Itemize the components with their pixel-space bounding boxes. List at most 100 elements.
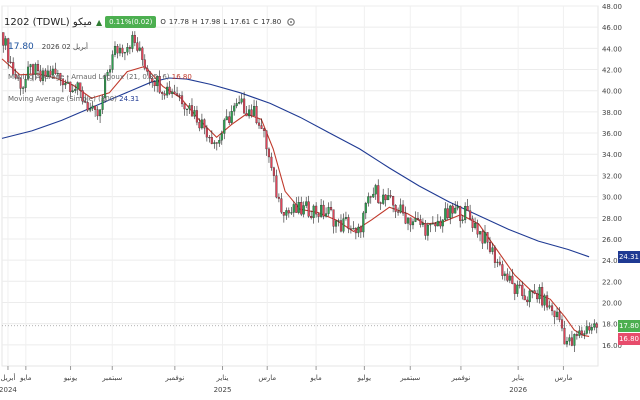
grid <box>1 5 599 367</box>
candle-body <box>111 54 114 70</box>
candle-body <box>568 337 571 342</box>
x-tick-label: يناير <box>511 374 524 382</box>
candle-body <box>551 305 554 312</box>
candle-body <box>431 223 434 225</box>
candle-body <box>262 128 266 131</box>
candle-body <box>310 216 313 218</box>
candle-body <box>126 47 129 53</box>
y-tick-label: 28.00 <box>602 215 622 223</box>
y-tick-label: 46.00 <box>602 24 622 32</box>
indicator-sma-legend[interactable]: Moving Average (Simple) (200) 24.31 <box>8 95 139 103</box>
x-tick-label: أبريل <box>0 373 15 382</box>
candle-body <box>287 210 290 214</box>
candle-body <box>456 206 459 209</box>
y-tick-label: 36.00 <box>602 130 622 138</box>
candle-body <box>536 293 539 300</box>
candle-body <box>200 119 203 129</box>
candle-body <box>332 209 335 227</box>
chart-header: 1202 (TDWL) ميكو ▲ 0.11%(0.02) O 17.78 H… <box>4 14 296 30</box>
candle-body <box>307 201 310 217</box>
candle-body <box>334 220 338 227</box>
candle-body <box>195 110 198 123</box>
candle-body <box>34 64 37 75</box>
x-tick-label: سبتمبر <box>101 374 122 382</box>
candle-body <box>54 68 57 74</box>
candle-body <box>516 284 519 294</box>
candle-body <box>446 208 449 219</box>
candle-body <box>416 218 420 220</box>
candle-body <box>372 193 375 198</box>
x-tick-label: يناير <box>216 374 229 382</box>
candle-body <box>245 113 248 117</box>
candle-body <box>166 86 169 96</box>
candle-body <box>146 68 149 72</box>
candle-body <box>548 305 551 308</box>
candle-body <box>312 205 315 218</box>
candle-body <box>523 295 526 301</box>
candle-body <box>424 223 427 236</box>
candle-body <box>513 283 516 294</box>
candle-body <box>362 212 365 233</box>
candle-body <box>339 220 343 232</box>
candle-body <box>101 97 104 110</box>
candle-body <box>22 87 25 89</box>
candle-body <box>409 217 412 226</box>
candle-body <box>193 110 196 117</box>
y-tick-label: 42.00 <box>602 67 622 75</box>
candle-body <box>128 47 131 49</box>
candle-body <box>260 125 263 129</box>
candle-body <box>173 91 176 94</box>
last-date: أبريل 02 2026 <box>41 43 88 51</box>
candle-body <box>491 247 494 252</box>
candle-body <box>580 330 583 335</box>
candle-body <box>320 204 323 217</box>
candle-body <box>558 311 561 320</box>
candle-body <box>205 127 208 138</box>
candle-body <box>136 42 139 51</box>
candle-body <box>215 142 218 144</box>
candle-body <box>255 106 258 124</box>
candle-body <box>327 206 330 214</box>
gear-icon[interactable] <box>286 17 296 27</box>
candle-body <box>297 202 300 213</box>
candle-body <box>198 122 201 129</box>
candle-body <box>228 116 231 123</box>
candle-body <box>357 226 360 234</box>
candle-body <box>41 70 45 81</box>
candle-body <box>555 311 559 318</box>
candle-body <box>521 284 524 296</box>
indicator-alma-label: Moving Average - Arnaud Legoux (21, 0.85… <box>8 73 170 81</box>
candle-body <box>49 70 52 76</box>
candle-body <box>469 210 472 220</box>
x-tick-label: مايو <box>19 374 32 382</box>
candle-body <box>116 45 119 54</box>
candle-body <box>123 52 126 54</box>
candle-body <box>406 217 410 224</box>
candle-body <box>344 217 347 219</box>
candle-body <box>31 64 35 75</box>
ohlc-close-value: 17.80 <box>261 18 282 26</box>
candle-body <box>518 284 521 286</box>
candle-body <box>538 287 541 300</box>
candle-body <box>474 223 477 228</box>
indicator-alma-legend[interactable]: Moving Average - Arnaud Legoux (21, 0.85… <box>8 73 192 81</box>
indicator-alma-value: 16.80 <box>171 73 192 81</box>
indicator-sma-value: 24.31 <box>119 95 140 103</box>
candle-body <box>272 167 275 176</box>
candle-body <box>367 196 370 204</box>
price-tag-last: 17.80 <box>618 319 640 332</box>
up-arrow-icon: ▲ <box>95 17 103 27</box>
candle-body <box>560 319 564 329</box>
candle-body <box>300 202 303 215</box>
candle-body <box>501 264 504 276</box>
candle-body <box>325 213 328 217</box>
alma-line <box>1 58 590 337</box>
candle-body <box>183 103 186 110</box>
candle-body <box>108 69 112 73</box>
candle-body <box>429 223 432 226</box>
candle-body <box>503 273 506 276</box>
candle-body <box>295 204 298 213</box>
candle-body <box>141 47 144 60</box>
